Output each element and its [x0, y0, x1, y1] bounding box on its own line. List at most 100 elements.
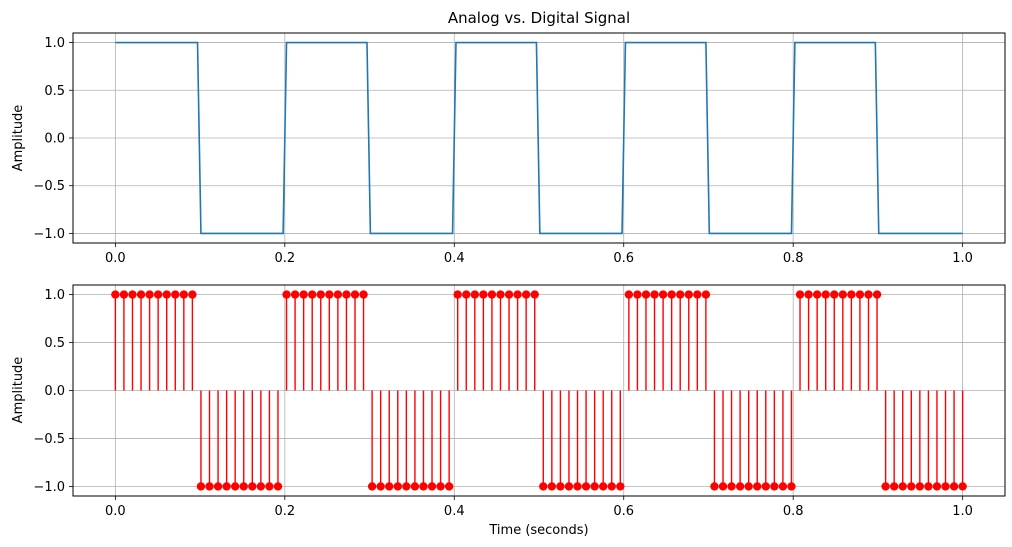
digital-sample-marker: [804, 290, 813, 299]
digital-sample-marker: [325, 290, 334, 299]
digital-sample-marker: [633, 290, 642, 299]
digital-sample-marker: [761, 482, 770, 491]
digital-sample-marker: [230, 482, 240, 491]
digital-sample-marker: [770, 482, 779, 491]
digital-sample-marker: [932, 482, 942, 491]
digital-sample-marker: [693, 290, 702, 299]
top-analog-series: [115, 41, 963, 235]
digital-sample-marker: [958, 482, 967, 491]
digital-sample-marker: [222, 482, 231, 491]
digital-sample-marker: [273, 482, 283, 491]
top-subplot: 0.0 0.2 0.4 0.6 0.8 1.0 −1.0 −0.5 0.0 0.5 1.0 Anal…: [11, 9, 1006, 266]
digital-sample-marker: [530, 290, 539, 299]
digital-sample-marker: [573, 482, 582, 491]
digital-sample-marker: [410, 482, 420, 491]
digital-sample-marker: [171, 290, 180, 299]
x-tick-label: 1.0: [952, 251, 973, 266]
x-axis-label: Time (seconds): [488, 523, 588, 538]
digital-sample-marker: [308, 290, 317, 299]
chart-title: Analog vs. Digital Signal: [448, 9, 630, 27]
digital-sample-marker: [316, 290, 325, 299]
digital-sample-marker: [188, 290, 197, 299]
digital-sample-marker: [924, 482, 933, 491]
digital-sample-marker: [881, 482, 890, 491]
bottom-digital-series: [111, 290, 967, 491]
digital-sample-marker: [795, 290, 805, 299]
digital-sample-marker: [710, 482, 719, 491]
x-tick-label: 0.8: [783, 251, 804, 266]
digital-sample-marker: [265, 482, 274, 491]
top-ticks: 0.0 0.2 0.4 0.6 0.8 1.0 −1.0 −0.5 0.0 0.5 1.0: [33, 36, 973, 266]
digital-sample-marker: [907, 482, 916, 491]
digital-sample-marker: [650, 290, 659, 299]
digital-sample-marker: [941, 482, 950, 491]
y-tick-label: 1.0: [44, 288, 65, 303]
digital-sample-marker: [162, 290, 171, 299]
digital-sample-marker: [787, 482, 796, 491]
digital-sample-marker: [821, 290, 830, 299]
digital-sample-marker: [684, 290, 693, 299]
digital-sample-marker: [367, 482, 377, 491]
digital-sample-marker: [830, 290, 839, 299]
digital-sample-marker: [419, 482, 428, 491]
y-tick-label: −1.0: [33, 480, 65, 495]
digital-sample-marker: [119, 290, 129, 299]
x-tick-label: 0.0: [105, 504, 126, 519]
digital-sample-marker: [581, 482, 591, 491]
digital-sample-marker: [607, 482, 616, 491]
top-axes-frame: [72, 32, 1006, 244]
digital-sample-marker: [136, 290, 146, 299]
digital-stems: [114, 294, 964, 487]
digital-sample-marker: [949, 482, 959, 491]
digital-sample-marker: [179, 290, 189, 299]
digital-sample-marker: [145, 290, 154, 299]
digital-sample-marker: [847, 290, 856, 299]
digital-sample-marker: [239, 482, 248, 491]
digital-sample-marker: [564, 482, 574, 491]
digital-sample-marker: [128, 290, 137, 299]
digital-sample-marker: [479, 290, 488, 299]
digital-sample-marker: [205, 482, 214, 491]
digital-sample-marker: [470, 290, 480, 299]
digital-sample-marker: [196, 482, 206, 491]
digital-sample-marker: [590, 482, 599, 491]
digital-sample-marker: [718, 482, 728, 491]
digital-sample-marker: [350, 290, 360, 299]
digital-sample-marker: [753, 482, 762, 491]
top-y-axis-label: Amplitude: [11, 105, 26, 172]
digital-sample-marker: [556, 482, 565, 491]
digital-sample-marker: [547, 482, 557, 491]
bottom-ticks: 0.0 0.2 0.4 0.6 0.8 1.0 −1.0 −0.5 0.0 0.5 1.0: [33, 288, 973, 519]
y-tick-label: −1.0: [33, 227, 65, 242]
digital-sample-marker: [812, 290, 822, 299]
digital-sample-marker: [778, 482, 788, 491]
digital-sample-marker: [616, 482, 625, 491]
x-tick-label: 0.8: [783, 504, 804, 519]
digital-sample-marker: [402, 482, 411, 491]
digital-sample-marker: [658, 290, 668, 299]
digital-sample-marker: [624, 290, 634, 299]
digital-sample-marker: [838, 290, 848, 299]
digital-sample-marker: [889, 482, 899, 491]
digital-sample-marker: [496, 290, 505, 299]
digital-markers: [111, 290, 967, 491]
digital-sample-marker: [385, 482, 394, 491]
digital-sample-marker: [376, 482, 385, 491]
bottom-y-axis-label: Amplitude: [11, 357, 26, 424]
digital-sample-marker: [213, 482, 223, 491]
digital-sample-marker: [444, 482, 454, 491]
digital-sample-marker: [676, 290, 685, 299]
digital-sample-marker: [727, 482, 736, 491]
y-tick-label: 0.5: [44, 336, 65, 351]
digital-sample-marker: [436, 482, 445, 491]
digital-sample-marker: [462, 290, 471, 299]
digital-sample-marker: [290, 290, 300, 299]
digital-sample-marker: [744, 482, 753, 491]
digital-sample-marker: [453, 290, 462, 299]
y-tick-label: −0.5: [33, 179, 65, 194]
x-tick-label: 1.0: [952, 504, 973, 519]
digital-sample-marker: [855, 290, 865, 299]
digital-sample-marker: [333, 290, 343, 299]
digital-sample-marker: [864, 290, 873, 299]
